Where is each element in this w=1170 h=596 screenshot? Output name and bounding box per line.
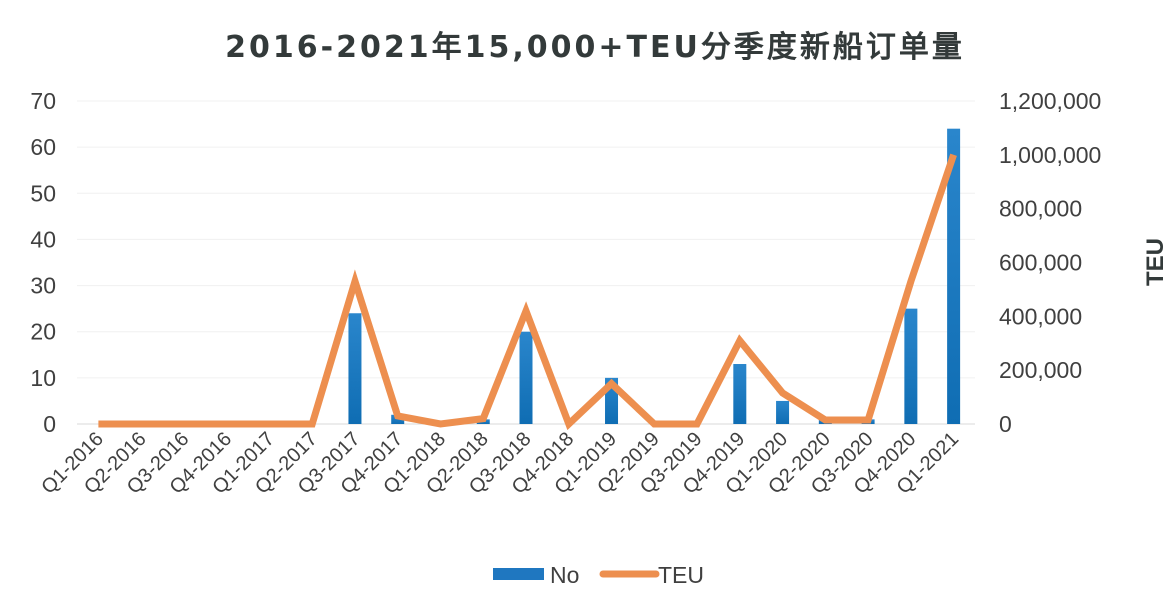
right-axis-tick: 1,200,000 [999, 88, 1101, 114]
bar-series-no [348, 128, 961, 424]
bar [519, 331, 533, 424]
line-series-teu [98, 153, 957, 431]
legend-swatch-no [493, 568, 544, 580]
right-axis: 0 200,000 400,000 600,000 800,000 1,000,000 1,… [999, 88, 1101, 437]
right-axis-tick: 1,000,000 [999, 142, 1101, 168]
left-axis-tick: 10 [30, 365, 56, 391]
bar [904, 308, 918, 424]
left-axis-tick: 50 [30, 180, 56, 206]
teu-line [98, 153, 957, 431]
legend-label-no: No [550, 562, 579, 588]
right-axis-tick: 600,000 [999, 250, 1082, 276]
right-axis-tick: 200,000 [999, 357, 1082, 383]
left-axis-tick: 0 [43, 411, 56, 437]
left-axis-tick: 20 [30, 319, 56, 345]
left-axis-tick: 60 [30, 134, 56, 160]
bar [733, 364, 747, 424]
legend: No TEU [493, 562, 704, 588]
right-axis-tick: 0 [999, 411, 1012, 437]
bar [947, 128, 961, 424]
x-axis: Q1-2016Q2-2016Q3-2016Q4-2016Q1-2017Q2-20… [37, 428, 963, 499]
left-axis: 0 10 20 30 40 50 60 70 [30, 88, 56, 437]
left-axis-tick: 30 [30, 273, 56, 299]
left-axis-tick: 40 [30, 226, 56, 252]
bar [348, 313, 362, 424]
right-axis-title: TEU [1142, 238, 1169, 286]
chart-title: 2016-2021年15,000+TEU分季度新船订单量 [225, 30, 965, 65]
legend-label-teu: TEU [658, 562, 704, 588]
right-axis-tick: 800,000 [999, 196, 1082, 222]
bar [776, 400, 790, 424]
left-axis-tick: 70 [30, 88, 56, 114]
right-axis-tick: 400,000 [999, 303, 1082, 329]
